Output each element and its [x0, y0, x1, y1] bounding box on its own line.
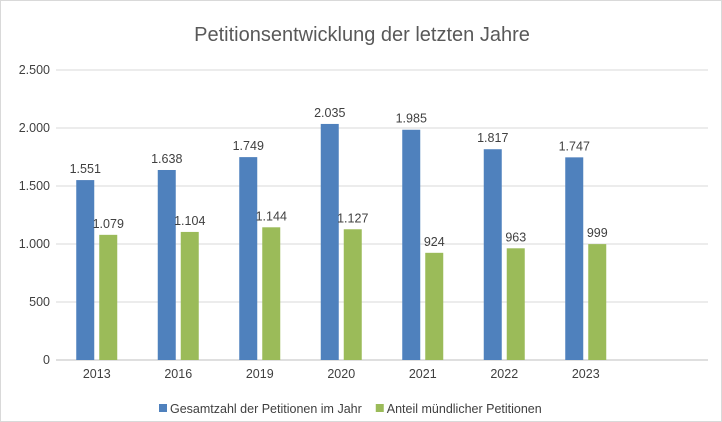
y-tick-label: 1.500: [19, 179, 50, 193]
bar-gesamtzahl: [320, 123, 339, 360]
bar-muendlich: [588, 244, 607, 360]
data-label: 1.749: [233, 139, 264, 153]
legend-swatch: [375, 404, 384, 412]
legend-swatch: [159, 404, 167, 412]
data-label: 1.104: [174, 214, 205, 228]
x-tick-label: 2022: [490, 367, 518, 381]
y-tick-label: 1.000: [19, 237, 50, 251]
x-tick-label: 2013: [83, 367, 111, 381]
bar-muendlich: [262, 227, 281, 360]
data-label: 963: [505, 230, 526, 244]
bar-gesamtzahl: [239, 157, 258, 360]
chart-title: Petitionsentwicklung der letzten Jahre: [194, 24, 530, 46]
x-tick-label: 2019: [246, 367, 274, 381]
bar-muendlich: [506, 248, 525, 360]
data-label: 1.551: [70, 162, 101, 176]
legend-label: Anteil mündlicher Petitionen: [387, 402, 542, 416]
y-tick-label: 2.500: [19, 63, 50, 77]
bar-muendlich: [180, 231, 199, 360]
data-label: 1.747: [559, 139, 590, 153]
x-tick-label: 2023: [572, 367, 600, 381]
data-label: 1.985: [396, 112, 427, 126]
x-tick-label: 2016: [164, 367, 192, 381]
bar-gesamtzahl: [483, 149, 502, 360]
data-label: 999: [587, 226, 608, 240]
bar-gesamtzahl: [402, 129, 421, 360]
data-label: 1.817: [477, 131, 508, 145]
bar-muendlich: [343, 229, 362, 360]
legend-label: Gesamtzahl der Petitionen im Jahr: [170, 402, 362, 416]
bar-gesamtzahl: [565, 157, 584, 360]
y-tick-label: 2.000: [19, 121, 50, 135]
data-label: 2.035: [314, 106, 345, 120]
data-label: 1.079: [93, 217, 124, 231]
data-label: 1.127: [337, 211, 368, 225]
y-tick-label: 500: [29, 295, 50, 309]
y-tick-label: 0: [43, 353, 50, 367]
x-tick-label: 2020: [327, 367, 355, 381]
bar-gesamtzahl: [76, 180, 95, 360]
x-tick-label: 2021: [409, 367, 437, 381]
bar-muendlich: [99, 234, 118, 360]
data-label: 924: [424, 235, 445, 249]
bar-gesamtzahl: [157, 169, 176, 360]
data-label: 1.638: [151, 152, 182, 166]
bar-muendlich: [425, 252, 444, 360]
data-label: 1.144: [256, 209, 287, 223]
